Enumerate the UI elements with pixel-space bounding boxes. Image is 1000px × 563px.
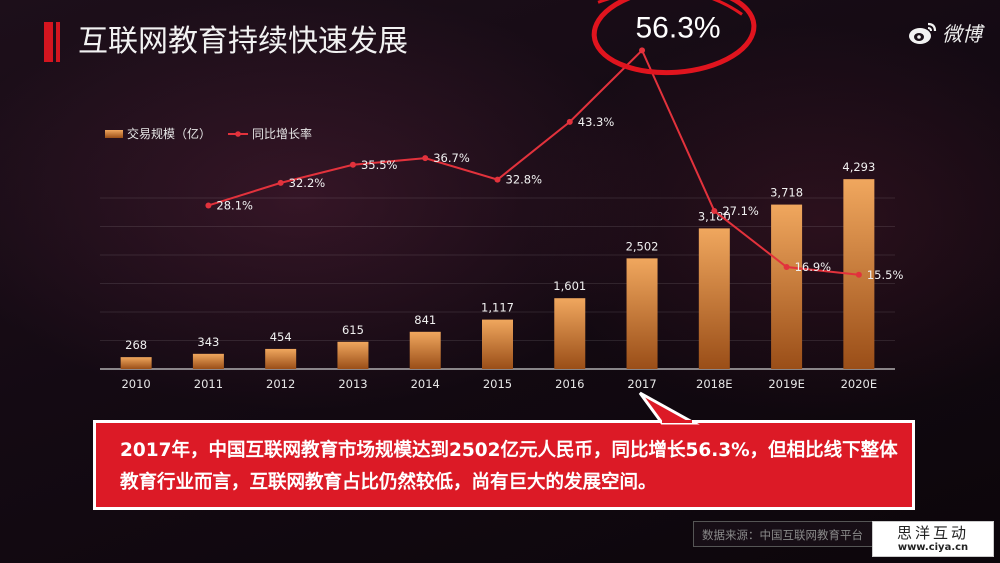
growth-rate-point: [711, 207, 718, 214]
bar-value-label: 454: [270, 330, 292, 344]
growth-rate-line: [208, 48, 859, 276]
x-tick-label: 2019E: [768, 377, 805, 391]
x-tick-label: 2013: [338, 377, 367, 391]
x-tick-label: 2011: [194, 377, 223, 391]
bar-value-label: 3,180: [698, 209, 731, 223]
chart-area: 交易规模（亿） 同比增长率 268 2010 343 2011 454 2012 615 2013…: [100, 0, 904, 391]
bar-2011: [192, 353, 224, 369]
x-tick-label: 2015: [483, 377, 512, 391]
bar-2012: [265, 348, 297, 369]
x-tick-label: 2017: [627, 377, 656, 391]
x-tick-label: 2016: [555, 377, 584, 391]
page-title: 互联网教育持续快速发展: [78, 24, 408, 59]
title-accent-bar-thin: [56, 22, 60, 62]
growth-rate-label: 16.9%: [795, 260, 832, 274]
watermark-logo: 思洋互动 www.ciya.cn: [872, 521, 994, 557]
bar-2010: [120, 357, 152, 369]
bar-value-label: 841: [414, 313, 436, 327]
x-tick-label: 2012: [266, 377, 295, 391]
growth-rate-label: 27.1%: [722, 204, 759, 218]
bar-value-label: 1,601: [553, 279, 586, 293]
legend-line-marker: [235, 131, 241, 137]
growth-rate-label: 35.5%: [361, 158, 398, 172]
x-tick-label: 2020E: [841, 377, 878, 391]
weibo-logo: 微博: [908, 18, 982, 47]
x-tick-label: 2010: [121, 377, 150, 391]
bar-2018E: [698, 228, 730, 369]
growth-rate-label: 36.7%: [433, 151, 470, 165]
legend-line-label: 同比增长率: [252, 126, 312, 141]
growth-rate-point: [349, 161, 356, 168]
growth-rate-point: [422, 155, 429, 162]
bar-value-label: 4,293: [842, 160, 875, 174]
bar-value-label: 1,117: [481, 301, 514, 315]
growth-rate-point: [783, 264, 790, 271]
weibo-brand-text: 微博: [942, 22, 982, 46]
growth-rate-label: 28.1%: [216, 198, 253, 212]
bar-2019E: [771, 204, 803, 369]
highlight-circle-stroke: [597, 0, 743, 16]
growth-rate-label: 32.2%: [289, 176, 326, 190]
legend-bar-label: 交易规模（亿）: [127, 126, 211, 141]
bar-2014: [409, 331, 441, 369]
bar-value-label: 615: [342, 323, 364, 337]
bar-value-label: 268: [125, 338, 147, 352]
bar-value-label: 2,502: [626, 239, 659, 253]
bar-value-label: 3,718: [770, 186, 803, 200]
bar-value-label: 343: [197, 335, 219, 349]
bar-2015: [482, 319, 513, 369]
x-tick-label: 2018E: [696, 377, 733, 391]
growth-rate-point: [639, 47, 646, 54]
callout-text: 2017年，中国互联网教育市场规模达到2502亿元人民币，同比增长56.3%，但…: [120, 440, 898, 493]
callout-box: 2017年，中国互联网教育市场规模达到2502亿元人民币，同比增长56.3%，但…: [93, 420, 915, 510]
watermark-url: www.ciya.cn: [897, 542, 969, 553]
highlight-circle: [591, 0, 757, 76]
bar-2016: [554, 298, 586, 369]
growth-rate-point: [566, 118, 573, 125]
title-accent-bar: [44, 22, 53, 62]
growth-rate-point: [855, 271, 862, 278]
growth-rate-label: 43.3%: [578, 115, 615, 129]
growth-rate-label: 32.8%: [506, 173, 543, 187]
weibo-eye-icon: [909, 22, 937, 44]
x-tick-label: 2014: [411, 377, 440, 391]
bar-2013: [337, 341, 369, 369]
watermark-name: 思洋互动: [896, 524, 969, 542]
legend-bar-swatch: [105, 130, 123, 138]
growth-rate-point: [277, 179, 284, 186]
bar-2017: [626, 258, 658, 369]
source-note: 数据来源：中国互联网教育平台: [693, 521, 879, 547]
growth-rate-label: 15.5%: [867, 268, 904, 282]
highlight-value-label: 56.3%: [636, 11, 721, 44]
growth-rate-point: [494, 176, 501, 183]
growth-rate-point: [205, 202, 212, 209]
